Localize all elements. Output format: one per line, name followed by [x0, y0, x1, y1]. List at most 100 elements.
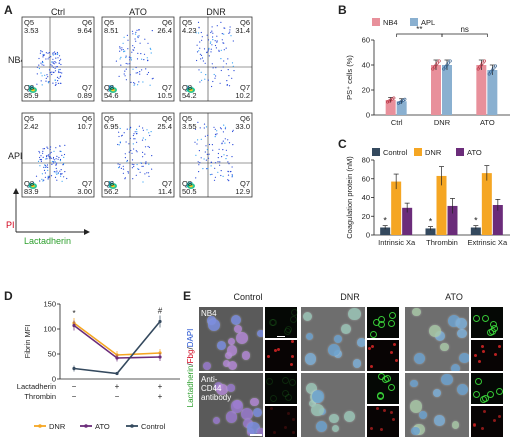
flow-event-dot — [232, 40, 234, 42]
lactadherin-channel-image — [470, 306, 504, 339]
cell-nucleus — [456, 383, 469, 396]
bar-ato — [492, 205, 503, 235]
flow-event-dot — [47, 58, 49, 60]
flow-event-dot — [133, 164, 135, 166]
green-signal — [266, 377, 274, 385]
flow-event-dot — [39, 180, 41, 182]
flow-event-dot — [142, 137, 144, 139]
cell-nucleus — [311, 403, 324, 417]
flow-event-dot — [130, 59, 132, 61]
condition-label-ctrl: Ctrl — [51, 7, 65, 17]
data-point-control — [115, 371, 119, 376]
microscopy-column-title-dnr: DNR — [340, 292, 360, 302]
quadrant-q8-label: Q8 — [182, 179, 192, 188]
flow-event-dot — [218, 50, 220, 53]
replicate-dot — [436, 61, 440, 65]
microscopy-merge-image — [404, 372, 470, 438]
flow-event-dot — [115, 60, 117, 62]
cell-type-label-apl: APL — [8, 151, 25, 161]
red-signal — [290, 355, 294, 359]
flow-event-dot — [210, 51, 212, 53]
red-signal — [369, 426, 373, 430]
flow-event-dot — [204, 151, 206, 153]
flow-event-dot — [231, 166, 233, 168]
flow-event-dot — [222, 149, 224, 151]
flow-event-dot — [117, 163, 119, 165]
red-signal — [273, 348, 277, 352]
flow-event-dot — [146, 129, 148, 131]
flow-event-dot — [109, 86, 111, 88]
flow-dense-center — [189, 184, 193, 188]
flow-event-dot — [210, 31, 212, 34]
flow-event-dot — [207, 79, 209, 81]
green-signal — [491, 325, 499, 333]
flow-event-dot — [54, 171, 56, 173]
flow-event-dot — [204, 78, 206, 80]
red-signal — [368, 347, 372, 351]
quadrant-q5-label: Q5 — [24, 18, 34, 27]
flow-event-dot — [135, 31, 137, 33]
flow-event-dot — [212, 39, 214, 41]
flow-event-dot — [119, 47, 121, 49]
flow-event-dot — [205, 74, 207, 76]
bar-control — [470, 227, 481, 235]
flow-event-dot — [207, 134, 209, 136]
flow-event-dot — [211, 44, 213, 46]
quadrant-q8-value: 83.9 — [24, 187, 39, 196]
cell-nucleus — [225, 411, 238, 423]
ps-cells-bar-chart: 0 20 40 60 PS⁺ cells (%) Ctrl DNR ATO NB4 APL** ns — [345, 18, 510, 127]
flow-event-dot — [222, 131, 224, 133]
flow-event-dot — [135, 66, 137, 69]
cell-nucleus — [236, 331, 249, 344]
flow-event-dot — [138, 168, 140, 170]
flow-event-dot — [118, 167, 120, 169]
flow-event-dot — [205, 145, 207, 147]
condition-row-label: Lactadherin — [17, 382, 56, 391]
flow-event-dot — [188, 181, 190, 183]
bar-apl — [442, 65, 452, 115]
flow-event-dot — [58, 156, 60, 159]
green-signal — [389, 312, 397, 320]
flow-event-dot — [51, 73, 53, 76]
flow-event-dot — [56, 51, 59, 54]
flow-event-dot — [211, 30, 213, 32]
flow-event-dot — [150, 48, 152, 50]
flow-event-dot — [57, 82, 60, 84]
green-signal — [370, 330, 378, 338]
flow-event-dot — [63, 153, 66, 156]
flow-event-dot — [144, 173, 146, 175]
flow-event-dot — [50, 56, 52, 58]
flow-event-dot — [126, 159, 128, 162]
cell-nucleus — [212, 417, 220, 425]
flow-event-dot — [119, 50, 121, 52]
flow-event-dot — [60, 175, 62, 177]
microscopy-row-label-nb4: NB4 — [201, 309, 217, 318]
flow-event-dot — [126, 34, 128, 37]
flow-event-dot — [38, 64, 40, 66]
flow-event-dot — [48, 157, 51, 159]
replicate-dot — [478, 65, 482, 69]
flow-event-dot — [130, 149, 132, 152]
flow-event-dot — [138, 35, 140, 37]
cell-nucleus — [250, 397, 259, 407]
flow-event-dot — [41, 178, 43, 180]
flow-event-dot — [28, 85, 30, 87]
flow-event-dot — [130, 81, 132, 83]
flow-event-dot — [221, 39, 223, 41]
flow-event-dot — [204, 62, 206, 64]
cell-nucleus — [441, 373, 454, 386]
quadrant-q7-value: 12.9 — [235, 187, 250, 196]
flow-event-dot — [198, 171, 200, 173]
cell-nucleus — [305, 383, 317, 394]
flow-event-dot — [44, 172, 47, 174]
red-signal — [492, 419, 496, 423]
cell-nucleus — [224, 352, 232, 360]
flow-event-dot — [219, 127, 222, 129]
series-line-control — [73, 320, 161, 375]
flow-event-dot — [223, 27, 225, 29]
flow-event-dot — [40, 50, 42, 52]
quadrant-q6-value: 10.7 — [77, 122, 92, 131]
quadrant-q5-value: 2.42 — [24, 122, 39, 131]
flow-event-dot — [145, 163, 147, 165]
legend-swatch-nb4 — [372, 18, 380, 26]
